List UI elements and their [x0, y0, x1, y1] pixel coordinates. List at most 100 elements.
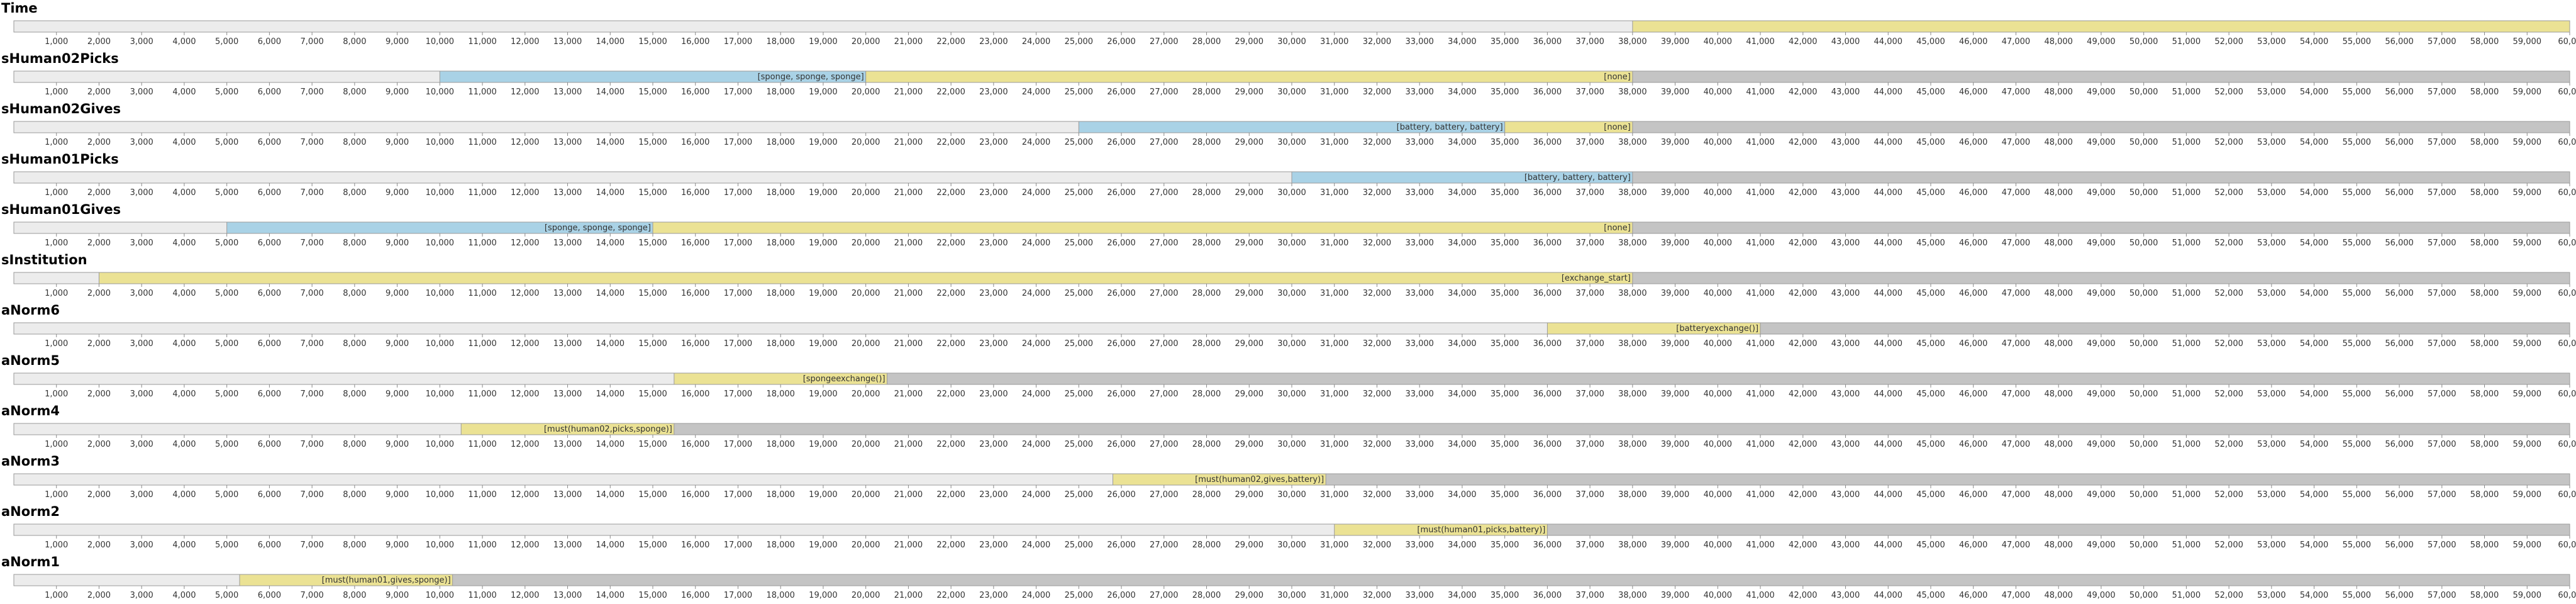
tick-label: 55,000: [2343, 289, 2372, 298]
tick-label: 43,000: [1831, 591, 1860, 600]
tick-label: 2,000: [87, 490, 111, 500]
tick-label: 8,000: [343, 87, 366, 97]
tick-label: 3,000: [130, 440, 153, 449]
tick-label: 57,000: [2428, 188, 2457, 198]
tick-label: 56,000: [2385, 540, 2414, 550]
tick-label: 1,000: [45, 490, 68, 500]
tick-label: 50,000: [2129, 540, 2158, 550]
tick-label: 25,000: [1065, 440, 1094, 449]
tick-label: 29,000: [1235, 138, 1264, 147]
tick-label: 36,000: [1533, 389, 1562, 399]
tick-label: 50,000: [2129, 188, 2158, 198]
tick-label: 50,000: [2129, 440, 2158, 449]
tick-label: 41,000: [1746, 490, 1775, 500]
tick-label: 21,000: [894, 389, 923, 399]
tick-label: 6,000: [258, 289, 281, 298]
tick-label: 59,000: [2513, 591, 2542, 600]
tick-label: 45,000: [1916, 339, 1945, 349]
tick-label: 16,000: [681, 87, 710, 97]
tick-label: 53,000: [2257, 339, 2286, 349]
segment-bar: [1632, 20, 2570, 33]
tick-label: 2,000: [87, 289, 111, 298]
tick-label: 4,000: [172, 339, 196, 349]
tick-label: 10,000: [426, 87, 455, 97]
tick-label: 16,000: [681, 540, 710, 550]
tick-label: 24,000: [1022, 339, 1051, 349]
tick-label: 54,000: [2300, 138, 2329, 147]
tick-label: 1,000: [45, 339, 68, 349]
tick-label: 57,000: [2428, 389, 2457, 399]
tick-label: 52,000: [2214, 238, 2243, 248]
tick-label: 39,000: [1661, 188, 1690, 198]
tick-label: 32,000: [1363, 138, 1392, 147]
tick-label: 31,000: [1320, 389, 1349, 399]
tick-label: 11,000: [468, 87, 497, 97]
tick-label: 47,000: [2002, 440, 2031, 449]
tick-label: 39,000: [1661, 87, 1690, 97]
tick-label: 60,00: [2558, 238, 2576, 248]
tick-label: 56,000: [2385, 339, 2414, 349]
tick-label: 42,000: [1789, 138, 1818, 147]
tick-label: 36,000: [1533, 138, 1562, 147]
tick-label: 24,000: [1022, 540, 1051, 550]
tick-label: 5,000: [215, 440, 238, 449]
tick-label: 23,000: [979, 339, 1008, 349]
tick-label: 45,000: [1916, 289, 1945, 298]
tick-label: 6,000: [258, 37, 281, 47]
tick-label: 18,000: [766, 289, 795, 298]
tick-label: 23,000: [979, 87, 1008, 97]
tick-label: 6,000: [258, 440, 281, 449]
tick-label: 46,000: [1959, 138, 1988, 147]
segment-label: [none]: [1604, 223, 1631, 233]
bar-future-region: [1326, 474, 2570, 485]
tick-label: 57,000: [2428, 87, 2457, 97]
tick-label: 32,000: [1363, 238, 1392, 248]
tick-label: 1,000: [45, 389, 68, 399]
tick-label: 8,000: [343, 188, 366, 198]
tick-label: 24,000: [1022, 289, 1051, 298]
tick-label: 44,000: [1874, 87, 1903, 97]
tick-label: 18,000: [766, 389, 795, 399]
tick-label: 17,000: [724, 540, 753, 550]
tick-label: 23,000: [979, 289, 1008, 298]
tick-label: 8,000: [343, 540, 366, 550]
tick-label: 44,000: [1874, 138, 1903, 147]
tick-label: 48,000: [2044, 188, 2073, 198]
tick-label: 47,000: [2002, 37, 2031, 47]
segment-label: [spongeexchange()]: [803, 374, 886, 384]
tick-label: 18,000: [766, 591, 795, 600]
tick-label: 32,000: [1363, 440, 1392, 449]
tick-label: 34,000: [1448, 238, 1477, 248]
row-title: aNorm5: [1, 353, 60, 368]
tick-label: 28,000: [1192, 238, 1221, 248]
tick-label: 60,00: [2558, 138, 2576, 147]
tick-label: 31,000: [1320, 188, 1349, 198]
tick-label: 58,000: [2470, 188, 2499, 198]
tick-label: 35,000: [1491, 490, 1519, 500]
tick-label: 49,000: [2087, 238, 2116, 248]
tick-label: 12,000: [511, 440, 540, 449]
tick-label: 58,000: [2470, 238, 2499, 248]
tick-label: 46,000: [1959, 188, 1988, 198]
tick-label: 29,000: [1235, 540, 1264, 550]
tick-label: 50,000: [2129, 238, 2158, 248]
tick-label: 27,000: [1150, 339, 1179, 349]
tick-label: 43,000: [1831, 37, 1860, 47]
tick-label: 30,000: [1277, 389, 1306, 399]
tick-label: 23,000: [979, 440, 1008, 449]
tick-label: 20,000: [852, 37, 880, 47]
tick-label: 53,000: [2257, 490, 2286, 500]
tick-label: 55,000: [2343, 87, 2372, 97]
tick-label: 2,000: [87, 188, 111, 198]
bar-future-region: [452, 574, 2570, 586]
tick-label: 26,000: [1107, 389, 1136, 399]
tick-label: 9,000: [386, 591, 409, 600]
tick-label: 12,000: [511, 188, 540, 198]
tick-label: 28,000: [1192, 440, 1221, 449]
tick-label: 28,000: [1192, 138, 1221, 147]
tick-label: 40,000: [1704, 440, 1733, 449]
tick-label: 28,000: [1192, 37, 1221, 47]
tick-label: 2,000: [87, 37, 111, 47]
tick-label: 56,000: [2385, 138, 2414, 147]
tick-label: 16,000: [681, 490, 710, 500]
